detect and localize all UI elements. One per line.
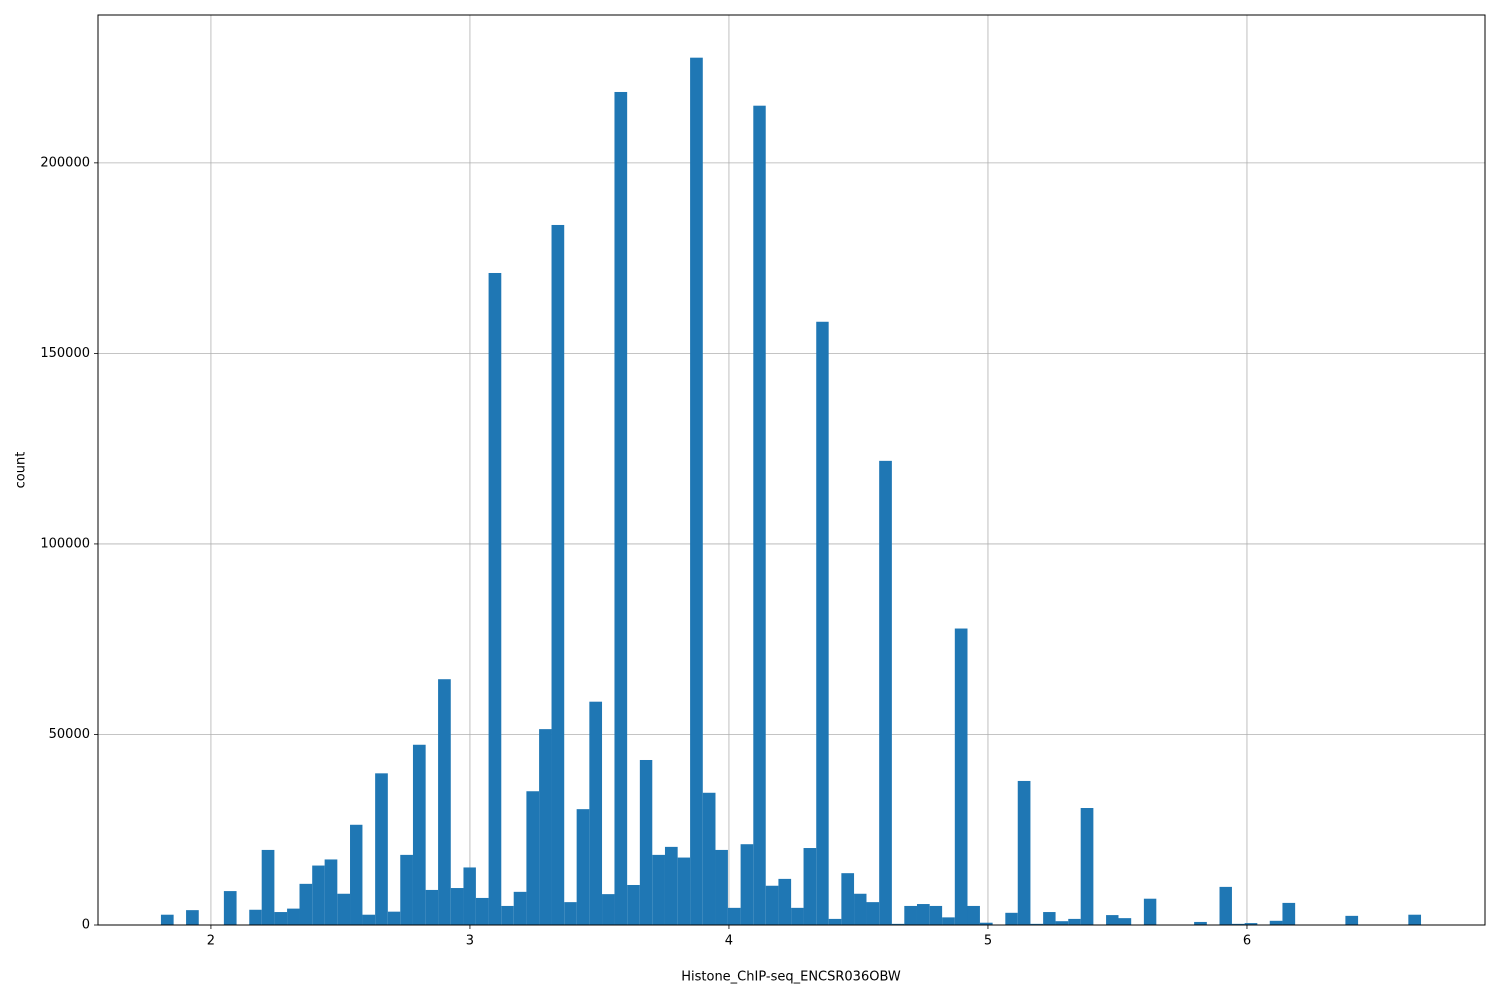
bar xyxy=(866,902,880,925)
bar xyxy=(916,904,930,925)
bar xyxy=(287,908,300,925)
bar xyxy=(513,891,527,925)
bar xyxy=(438,679,451,925)
bar xyxy=(841,873,855,925)
bar xyxy=(186,910,199,925)
bar xyxy=(1068,918,1081,925)
bar xyxy=(904,905,917,925)
bar xyxy=(727,907,741,925)
y-axis-label: count xyxy=(14,452,29,489)
bar xyxy=(954,628,968,925)
bar xyxy=(539,729,552,925)
x-tick-label: 6 xyxy=(1243,934,1251,949)
bar xyxy=(576,809,590,925)
bar xyxy=(602,894,615,925)
bar xyxy=(350,824,363,925)
bar xyxy=(664,846,678,925)
bar xyxy=(274,912,288,925)
y-tick-label: 0 xyxy=(82,918,90,933)
bar xyxy=(891,923,905,925)
bar xyxy=(816,321,829,926)
bar xyxy=(387,911,401,925)
bar xyxy=(312,865,325,925)
bar xyxy=(1080,808,1094,925)
bar xyxy=(324,859,338,925)
bar xyxy=(879,460,892,925)
bar xyxy=(942,917,955,925)
bar xyxy=(828,918,842,925)
y-tick-label: 200000 xyxy=(40,155,90,170)
bar xyxy=(791,907,804,925)
y-tick-label: 50000 xyxy=(49,727,90,742)
bar xyxy=(160,914,174,925)
bar xyxy=(753,105,766,926)
bar xyxy=(337,893,351,925)
bar xyxy=(299,883,313,925)
bar xyxy=(1055,921,1069,925)
bar xyxy=(475,897,489,925)
x-tick-label: 2 xyxy=(207,934,215,949)
bar xyxy=(564,902,577,925)
bar xyxy=(425,889,439,925)
y-tick-label: 150000 xyxy=(40,346,90,361)
bar xyxy=(488,272,502,926)
bar xyxy=(1118,918,1132,925)
bar xyxy=(929,905,943,925)
bar xyxy=(677,857,691,925)
bar xyxy=(854,893,867,925)
bar xyxy=(614,91,628,925)
bar xyxy=(1244,923,1258,925)
bar xyxy=(1017,780,1031,925)
bar xyxy=(1345,915,1359,925)
bar xyxy=(501,905,514,925)
y-tick-label: 100000 xyxy=(40,536,90,551)
bar xyxy=(1231,923,1245,925)
bar xyxy=(223,891,237,925)
bar xyxy=(589,701,603,925)
bar xyxy=(1269,920,1283,925)
x-tick-label: 3 xyxy=(466,934,474,949)
bar xyxy=(639,759,653,925)
bar xyxy=(1408,914,1422,925)
bar xyxy=(652,854,665,925)
bar xyxy=(740,844,754,925)
bar xyxy=(362,914,376,925)
bar xyxy=(627,884,640,925)
bar xyxy=(375,773,388,925)
bar xyxy=(1194,921,1207,925)
bar xyxy=(690,57,703,926)
bar xyxy=(979,922,993,925)
bar xyxy=(715,849,728,925)
bar xyxy=(1219,886,1232,925)
bar xyxy=(702,792,716,925)
bar xyxy=(803,848,817,925)
x-axis-label: Histone_ChIP-seq_ENCSR036OBW xyxy=(681,970,901,985)
bar xyxy=(1043,912,1056,925)
x-tick-label: 4 xyxy=(725,934,733,949)
bar xyxy=(1282,902,1296,925)
x-tick-label: 5 xyxy=(984,934,992,949)
bar xyxy=(412,744,426,925)
bar xyxy=(261,849,275,925)
bar xyxy=(765,885,779,925)
bar xyxy=(463,867,476,925)
bar xyxy=(450,888,464,925)
bar xyxy=(1030,923,1044,925)
bar xyxy=(1143,898,1157,925)
bar xyxy=(1005,912,1018,925)
bar xyxy=(400,854,413,925)
bar xyxy=(526,791,540,925)
bar xyxy=(778,878,792,925)
bar xyxy=(551,224,565,925)
plot-frame xyxy=(97,14,1486,926)
bar xyxy=(1106,915,1119,925)
bar xyxy=(249,909,262,925)
bar xyxy=(967,905,980,925)
